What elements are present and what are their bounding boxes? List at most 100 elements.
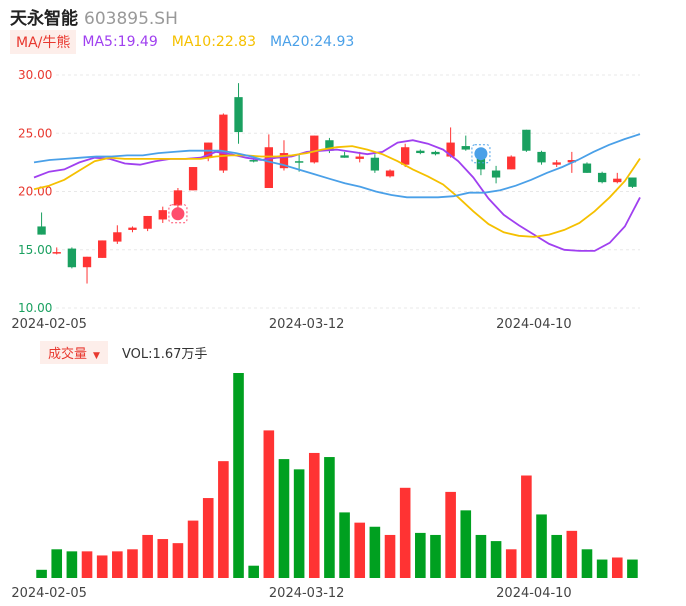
candle[interactable] xyxy=(385,169,395,178)
volume-bar[interactable] xyxy=(157,539,169,578)
candle[interactable] xyxy=(82,256,92,284)
volume-bar[interactable] xyxy=(81,551,93,578)
ma-toggle-button[interactable]: MA/牛熊 xyxy=(10,30,77,54)
y-tick-label: 25.00 xyxy=(18,126,52,140)
candle-body xyxy=(82,256,92,268)
candle[interactable] xyxy=(310,135,319,164)
candle[interactable] xyxy=(401,143,410,168)
candle[interactable] xyxy=(143,215,152,232)
price-axis-labels: 30.00 25.00 20.00 15.00 10.00 xyxy=(18,68,52,315)
candle[interactable] xyxy=(98,240,107,258)
candle-body xyxy=(476,157,486,170)
signal-marker-icon[interactable] xyxy=(471,144,491,164)
candle[interactable] xyxy=(52,247,61,255)
volume-bar[interactable] xyxy=(399,487,411,578)
volume-bar[interactable] xyxy=(202,498,214,578)
candle[interactable] xyxy=(188,167,198,191)
volume-bar[interactable] xyxy=(339,512,350,578)
volume-bar[interactable] xyxy=(66,551,78,578)
volume-bar[interactable] xyxy=(551,534,562,578)
ma5-label: MA5:19.49 xyxy=(82,34,158,50)
candle[interactable] xyxy=(67,247,77,269)
y-tick-label: 20.00 xyxy=(18,185,52,199)
volume-bar[interactable] xyxy=(596,559,608,578)
ma-line-ma5 xyxy=(33,139,641,252)
candle[interactable] xyxy=(128,226,137,233)
volume-bar[interactable] xyxy=(112,551,123,578)
candle[interactable] xyxy=(628,177,637,189)
signal-marker-icon[interactable] xyxy=(168,204,188,224)
candle[interactable] xyxy=(219,113,228,173)
volume-bar[interactable] xyxy=(445,491,456,578)
candle-body xyxy=(522,129,531,151)
ma20-label: MA20:24.93 xyxy=(270,34,355,50)
volume-bar[interactable] xyxy=(218,461,229,578)
volume-bar[interactable] xyxy=(460,510,472,578)
volume-bar[interactable] xyxy=(521,475,532,579)
caret-down-icon: ▼ xyxy=(93,350,100,361)
volume-bar[interactable] xyxy=(627,559,638,578)
candle[interactable] xyxy=(340,151,349,158)
candle[interactable] xyxy=(370,154,380,173)
volume-bar[interactable] xyxy=(127,549,138,578)
volume-bar[interactable] xyxy=(51,549,63,578)
volume-bar[interactable] xyxy=(384,534,396,578)
candle-body xyxy=(537,151,546,163)
volume-bar[interactable] xyxy=(278,459,290,578)
volume-bar[interactable] xyxy=(187,520,199,578)
volume-bar[interactable] xyxy=(263,430,275,578)
candle-body xyxy=(597,172,607,183)
volume-bar[interactable] xyxy=(233,373,244,578)
candle[interactable] xyxy=(461,135,470,151)
candle-body xyxy=(582,163,592,173)
candle[interactable] xyxy=(158,206,167,223)
candle[interactable] xyxy=(537,150,546,165)
candle-body xyxy=(613,178,622,183)
candle[interactable] xyxy=(491,165,501,184)
candle[interactable] xyxy=(597,171,607,184)
volume-bar[interactable] xyxy=(581,549,593,578)
volume-bar[interactable] xyxy=(172,543,184,578)
volume-bar[interactable] xyxy=(248,565,259,578)
x-tick-label: 2024-02-05 xyxy=(11,586,87,601)
volume-bar[interactable] xyxy=(36,569,47,578)
volume-indicator-button[interactable]: 成交量 ▼ xyxy=(40,340,108,364)
stock-code: 603895.SH xyxy=(84,9,178,29)
volume-bar[interactable] xyxy=(566,530,578,578)
volume-bar[interactable] xyxy=(308,452,320,578)
volume-bar[interactable] xyxy=(611,557,623,579)
candle[interactable] xyxy=(476,157,486,176)
volume-bar[interactable] xyxy=(536,514,547,578)
candle[interactable] xyxy=(431,150,440,156)
candle-body xyxy=(310,135,319,163)
candle[interactable] xyxy=(446,127,455,158)
candle-body xyxy=(552,162,561,165)
volume-bar[interactable] xyxy=(505,549,517,578)
volume-bar[interactable] xyxy=(354,522,366,578)
candle-body xyxy=(158,210,167,220)
candle[interactable] xyxy=(37,212,46,235)
x-tick-label: 2024-04-10 xyxy=(496,317,572,332)
volume-bar[interactable] xyxy=(475,534,487,578)
candle[interactable] xyxy=(113,225,122,244)
volume-bar[interactable] xyxy=(430,534,441,578)
x-tick-label: 2024-03-12 xyxy=(269,586,345,601)
volume-bar[interactable] xyxy=(369,526,381,578)
volume-bar[interactable] xyxy=(96,555,108,578)
candle[interactable] xyxy=(416,149,425,155)
candle-body xyxy=(143,215,152,229)
volume-bar[interactable] xyxy=(324,457,335,578)
volume-bar[interactable] xyxy=(293,469,305,578)
candle-body xyxy=(325,140,334,151)
candle[interactable] xyxy=(507,155,516,170)
volume-bar[interactable] xyxy=(415,532,426,578)
candle[interactable] xyxy=(582,162,592,173)
volume-bar[interactable] xyxy=(142,534,153,578)
candle[interactable] xyxy=(522,129,531,152)
candle[interactable] xyxy=(552,160,561,168)
candle[interactable] xyxy=(234,83,243,144)
volume-bar[interactable] xyxy=(490,541,502,578)
candle-body xyxy=(416,150,425,154)
candle[interactable] xyxy=(613,172,622,184)
